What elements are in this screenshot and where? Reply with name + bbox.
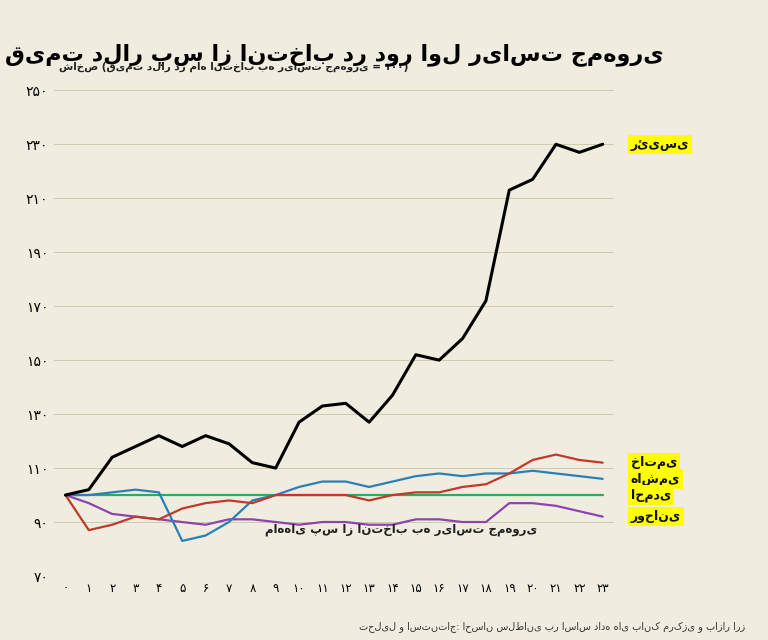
Text: احمدی: احمدی — [631, 488, 671, 502]
Text: روحانی: روحانی — [631, 510, 681, 523]
Text: رئیسی: رئیسی — [631, 138, 689, 151]
Text: ماههای پس از انتخاب به ریاست جمهوری: ماههای پس از انتخاب به ریاست جمهوری — [265, 523, 538, 536]
Text: شاخص (قیمت دلار در ماه انتخاب به ریاست جمهوری = ۱۰۰): شاخص (قیمت دلار در ماه انتخاب به ریاست ج… — [59, 61, 409, 72]
Text: خاتمی: خاتمی — [631, 456, 677, 469]
Title: قیمت دلار پس از انتخاب در دور اول ریاست جمهوری: قیمت دلار پس از انتخاب در دور اول ریاست … — [5, 43, 664, 66]
Text: هاشمی: هاشمی — [631, 472, 680, 486]
Text: تحلیل و استنتاج: احسان سلطانی بر اساس داده های بانک مرکزی و بازار ارز: تحلیل و استنتاج: احسان سلطانی بر اساس دا… — [359, 621, 745, 632]
